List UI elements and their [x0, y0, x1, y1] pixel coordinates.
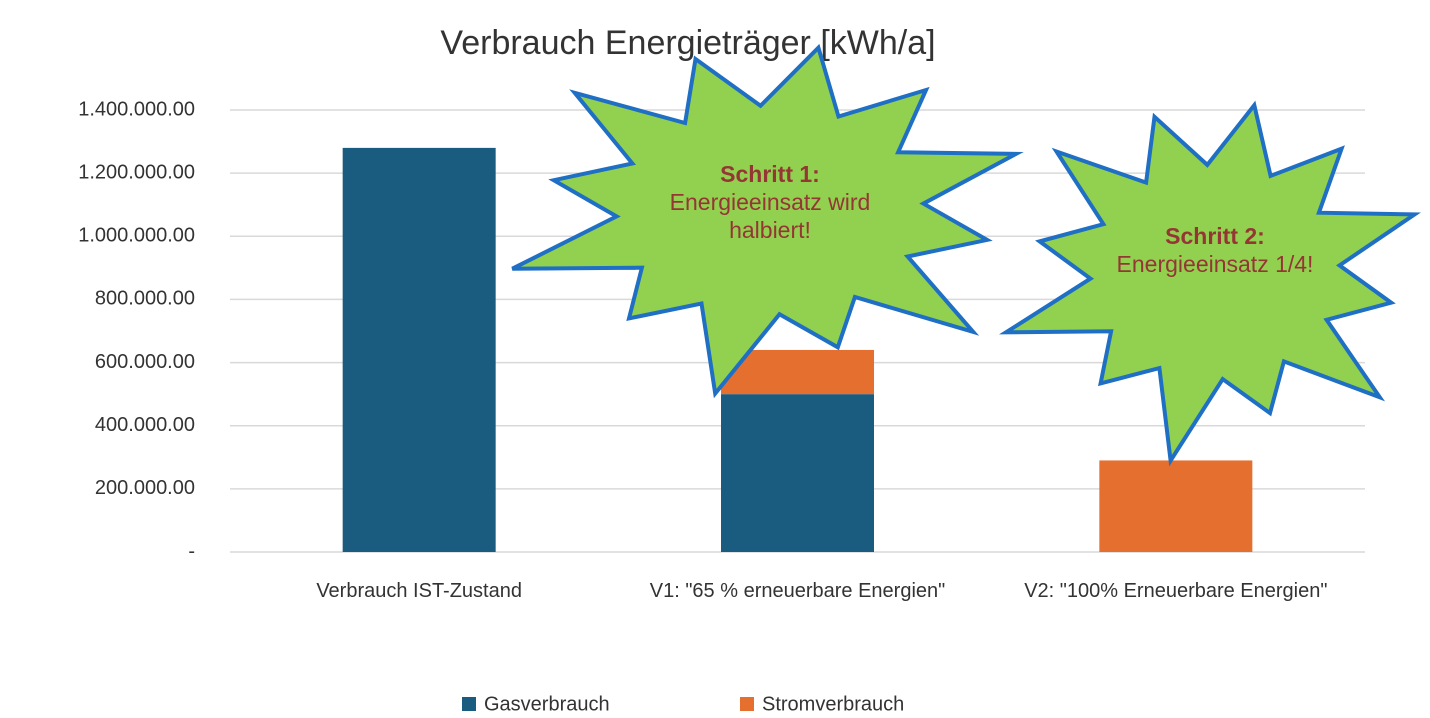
annotation-title: Schritt 2: [1165, 223, 1265, 249]
legend-label: Stromverbrauch [762, 693, 904, 715]
starburst [999, 100, 1421, 467]
bar [721, 394, 874, 552]
legend-swatch [462, 697, 476, 711]
y-tick-label: 200.000.00 [95, 477, 195, 499]
legend-swatch [740, 697, 754, 711]
y-tick-label: 1.400.000.00 [78, 98, 195, 120]
bar [1099, 460, 1253, 552]
x-tick-label: Verbrauch IST-Zustand [316, 580, 522, 602]
y-tick-label: 400.000.00 [95, 414, 195, 436]
annotation-text: Energieeinsatz wird halbiert! [669, 189, 871, 243]
y-tick-label: 800.000.00 [95, 288, 195, 310]
y-tick-label: 1.000.000.00 [78, 225, 195, 247]
x-tick-label: V1: "65 % erneuerbare Energien" [649, 580, 946, 602]
y-tick-label: 1.200.000.00 [78, 161, 195, 183]
legend-label: Gasverbrauch [484, 693, 610, 715]
y-tick-label: 600.000.00 [95, 351, 195, 373]
annotation-text: Energieeinsatz 1/4! [1116, 251, 1314, 277]
starburst [511, 43, 1024, 399]
chart-title: Verbrauch Energieträger [kWh/a] [440, 24, 935, 62]
annotation-title: Schritt 1: [720, 161, 820, 187]
annotation: Schritt 2: Energieeinsatz 1/4! [1100, 222, 1330, 278]
annotation: Schritt 1: Energieeinsatz wird halbiert! [640, 160, 900, 244]
x-tick-label: V2: "100% Erneuerbare Energien" [1024, 580, 1328, 602]
y-tick-label: - [188, 540, 195, 562]
bar [342, 147, 496, 552]
